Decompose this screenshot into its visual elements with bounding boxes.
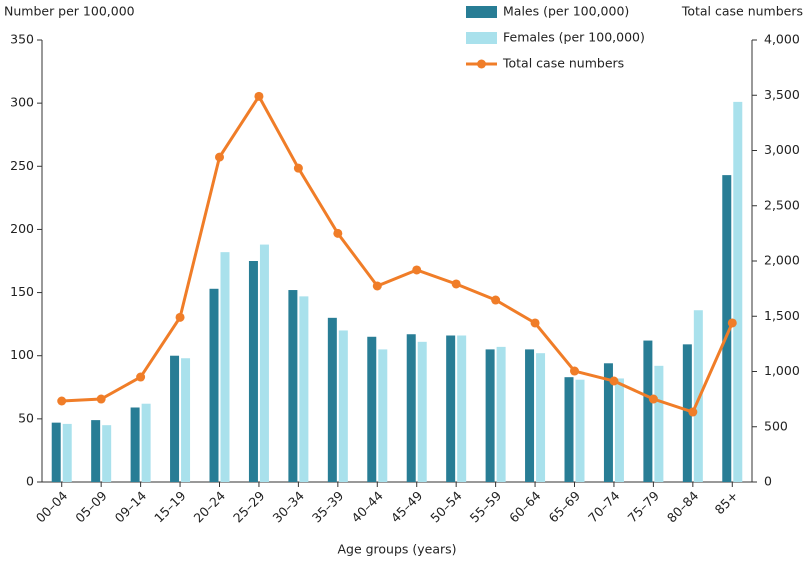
line-marker — [451, 279, 461, 289]
legend-label: Total case numbers — [502, 56, 624, 71]
x-tick-label: 35–39 — [309, 488, 347, 526]
bar — [91, 420, 101, 482]
bar — [181, 358, 191, 482]
bar — [378, 349, 388, 482]
bar — [485, 349, 495, 482]
bar — [406, 334, 416, 482]
x-axis-title: Age groups (years) — [337, 542, 456, 557]
y2-tick-label: 0 — [764, 474, 772, 489]
line-marker — [688, 407, 698, 417]
bar — [209, 288, 219, 482]
line-marker — [491, 295, 501, 305]
x-tick-label: 25–29 — [230, 488, 268, 526]
y-tick-label: 150 — [10, 284, 34, 299]
x-tick-label: 60–64 — [506, 488, 544, 526]
bar — [654, 365, 664, 482]
y-tick-label: 250 — [10, 158, 34, 173]
y2-tick-label: 3,500 — [764, 87, 800, 102]
bar — [288, 290, 298, 482]
y-tick-label: 300 — [10, 95, 34, 110]
legend-swatch — [466, 6, 497, 18]
x-tick-label: 45–49 — [388, 488, 426, 526]
bar — [220, 252, 230, 482]
x-tick-label: 40–44 — [348, 488, 386, 526]
y2-tick-label: 2,000 — [764, 253, 800, 268]
line-marker — [57, 396, 67, 406]
y-tick-label: 0 — [26, 474, 34, 489]
y2-tick-label: 1,000 — [764, 363, 800, 378]
bar — [446, 335, 456, 482]
y-tick-label: 200 — [10, 221, 34, 236]
bar — [259, 244, 269, 482]
x-tick-label: 09–14 — [112, 488, 150, 526]
x-tick-label: 55–59 — [467, 488, 505, 526]
line-marker — [372, 281, 382, 291]
bar — [457, 335, 467, 482]
bar — [102, 425, 112, 482]
y-tick-label: 350 — [10, 32, 34, 47]
bar — [564, 377, 574, 482]
x-tick-label: 75–79 — [624, 488, 662, 526]
x-tick-label: 30–34 — [269, 488, 307, 526]
line-marker — [136, 372, 146, 382]
y2-tick-label: 2,500 — [764, 197, 800, 212]
y-tick-label: 100 — [10, 347, 34, 362]
bar — [141, 403, 151, 482]
line-marker — [333, 228, 343, 238]
bar — [682, 344, 692, 482]
bar — [733, 101, 743, 482]
bar — [722, 175, 732, 482]
bar — [170, 355, 180, 482]
bar — [327, 317, 337, 482]
line-marker — [293, 163, 303, 173]
line-marker — [254, 91, 264, 101]
y-tick-label: 50 — [18, 410, 34, 425]
bar — [299, 296, 309, 482]
line-marker — [570, 366, 579, 376]
legend-label: Females (per 100,000) — [503, 30, 645, 45]
bar — [130, 407, 140, 482]
bar — [62, 423, 72, 482]
line — [61, 93, 734, 414]
bar — [614, 378, 624, 482]
x-tick-label: 70–74 — [585, 488, 623, 526]
bar — [525, 349, 535, 482]
legend-label: Males (per 100,000) — [503, 4, 629, 19]
x-tick-label: 05–09 — [72, 488, 110, 526]
y2-tick-label: 4,000 — [764, 32, 800, 47]
bar — [536, 353, 546, 482]
line-marker — [175, 312, 185, 322]
x-tick-label: 00–04 — [33, 488, 71, 526]
y-axis-title: Number per 100,000 — [4, 4, 135, 19]
line-marker — [96, 394, 106, 404]
bar — [248, 261, 258, 482]
bar — [51, 422, 61, 482]
x-tick-label: 50–54 — [427, 488, 465, 526]
line-marker — [215, 152, 224, 162]
line-marker — [609, 376, 619, 386]
bar — [603, 363, 613, 482]
y2-tick-label: 1,500 — [764, 308, 800, 323]
line-marker — [648, 394, 658, 404]
line-marker — [530, 318, 540, 328]
bar — [643, 340, 653, 482]
bar — [575, 379, 585, 482]
bar — [338, 330, 348, 482]
bar — [367, 336, 377, 482]
x-tick-label: 80–84 — [664, 488, 702, 526]
x-tick-label: 20–24 — [191, 488, 229, 526]
x-tick-label: 65–69 — [546, 488, 584, 526]
y2-tick-label: 3,000 — [764, 142, 800, 157]
bar — [417, 341, 427, 482]
line-marker — [727, 318, 737, 328]
x-tick-label: 85+ — [712, 488, 741, 517]
x-tick-label: 15–19 — [151, 488, 189, 526]
y2-tick-label: 500 — [764, 418, 788, 433]
legend-swatch — [477, 59, 486, 69]
legend-swatch — [466, 32, 497, 44]
y2-axis-title: Total case numbers — [681, 4, 803, 19]
line-marker — [412, 265, 422, 275]
bar — [496, 346, 506, 482]
